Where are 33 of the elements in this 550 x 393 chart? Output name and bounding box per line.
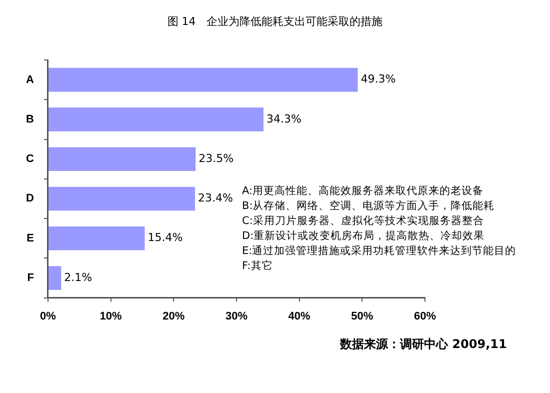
annotation: B:从存储、网络、空调、电源等方面入手，降低能耗 xyxy=(242,199,496,214)
bar xyxy=(48,68,358,92)
annotation: F:其它 xyxy=(242,259,274,274)
data-label: 23.5% xyxy=(198,152,234,165)
x-tick-label: 40% xyxy=(288,310,311,322)
bar xyxy=(48,186,195,211)
y-tick-label: A xyxy=(26,74,34,86)
bar xyxy=(48,108,264,132)
data-label: 23.4% xyxy=(198,192,233,205)
x-tick-label: 30% xyxy=(225,310,248,322)
source-note: 数据来源：调研中心 2009,11 xyxy=(340,336,507,353)
y-tick-label: B xyxy=(26,113,34,126)
bar xyxy=(48,226,145,250)
data-label: 2.1% xyxy=(64,270,92,284)
data-label: 49.3% xyxy=(360,72,396,86)
x-tick-label: 10% xyxy=(100,310,122,322)
x-tick-label: 60% xyxy=(414,310,436,322)
chart-title: 图 14 企业为降低能耗支出可能采取的措施 xyxy=(166,14,384,29)
y-tick-label: C xyxy=(26,153,34,166)
x-tick-label: 20% xyxy=(162,310,185,322)
x-tick-label: 0% xyxy=(40,310,56,322)
x-tick-label: 50% xyxy=(351,310,374,322)
annotation: D:重新设计或改变机房布局，提高散热、冷却效果 xyxy=(242,229,486,244)
bar xyxy=(48,147,196,171)
annotation: A:用更高性能、高能效服务器来取代原来的老设备 xyxy=(242,184,485,199)
bar xyxy=(48,266,62,290)
y-tick-label: F xyxy=(27,272,34,284)
y-tick-label: E xyxy=(26,232,34,244)
annotation: E:通过加强管理措施或采用功耗管理软件来达到节能目的 xyxy=(242,244,516,259)
annotation: C:采用刀片服务器、虚拟化等技术实现服务器整合 xyxy=(242,214,485,229)
data-label: 34.3% xyxy=(266,112,302,126)
data-label: 15.4% xyxy=(148,231,183,244)
y-tick-label: D xyxy=(26,192,34,205)
